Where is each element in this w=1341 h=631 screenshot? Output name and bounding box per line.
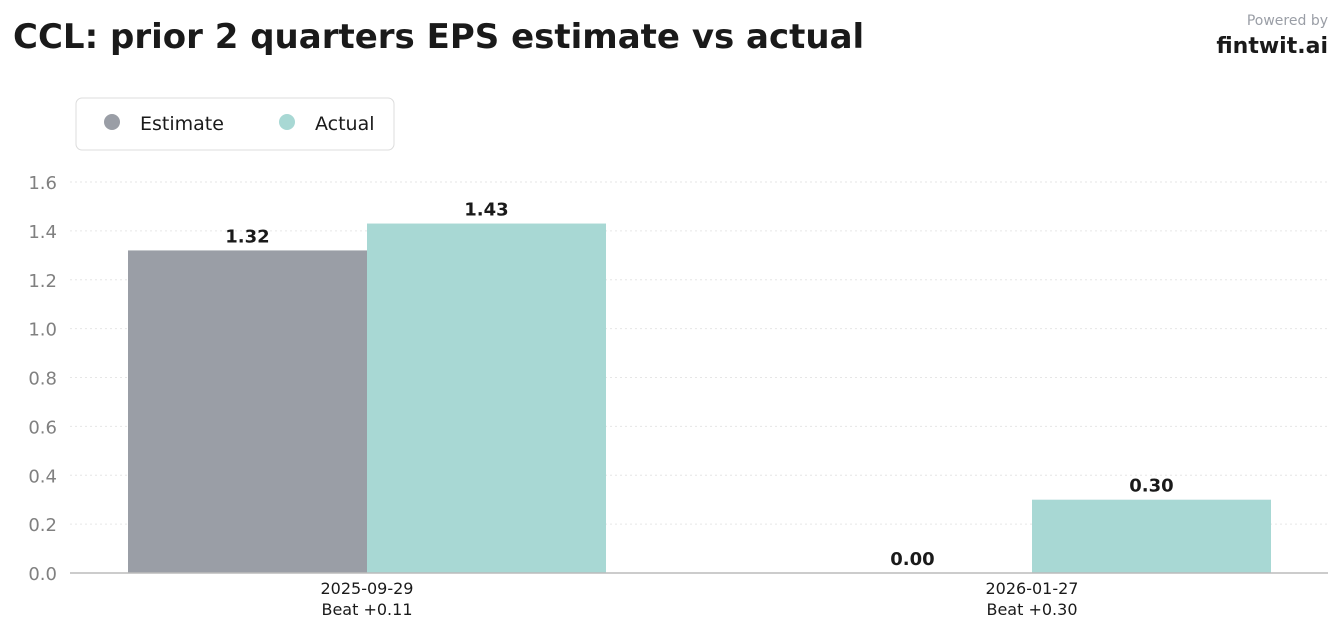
brand-logo-text: fintwit.ai [1216,34,1328,59]
legend-label-estimate: Estimate [140,113,224,135]
bar-actual-2025-09-29 [367,223,606,573]
legend-frame [75,97,395,151]
x-tick-label: 2025-09-29 [321,579,414,598]
data-label-estimate: 1.32 [225,226,269,247]
legend-swatch-actual [279,114,295,130]
y-tick-label: 1.2 [28,271,57,292]
data-label-actual: 1.43 [464,200,508,221]
y-tick-label: 0.4 [28,466,57,487]
x-tick-sublabel: Beat +0.11 [321,600,412,619]
data-labels: 1.32 1.43 0.00 0.30 [225,200,1173,570]
powered-by-label: Powered by [1247,13,1328,29]
y-tick-label: 0.6 [28,417,57,438]
y-tick-label: 0.8 [28,369,57,390]
x-tick-label: 2026-01-27 [986,579,1079,598]
chart-title: CCL: prior 2 quarters EPS estimate vs ac… [13,17,864,57]
y-axis-ticks: 0.0 0.2 0.4 0.6 0.8 1.0 1.2 1.4 1.6 [28,173,57,585]
y-tick-label: 0.0 [28,564,57,585]
bar-estimate-2025-09-29 [128,250,367,574]
legend-label-actual: Actual [315,113,375,135]
y-tick-label: 1.6 [28,173,57,194]
bar-actual-2026-01-27 [1032,499,1271,573]
data-label-estimate: 0.00 [890,549,934,570]
y-tick-label: 1.0 [28,320,57,341]
x-tick-sublabel: Beat +0.30 [986,600,1077,619]
y-tick-label: 1.4 [28,222,57,243]
bars [128,223,1271,574]
y-tick-label: 0.2 [28,515,57,536]
legend-swatch-estimate [104,114,120,130]
x-axis-ticks: 2025-09-29 Beat +0.11 2026-01-27 Beat +0.30 [321,579,1079,619]
legend: Estimate Actual [75,97,395,151]
data-label-actual: 0.30 [1129,476,1173,497]
